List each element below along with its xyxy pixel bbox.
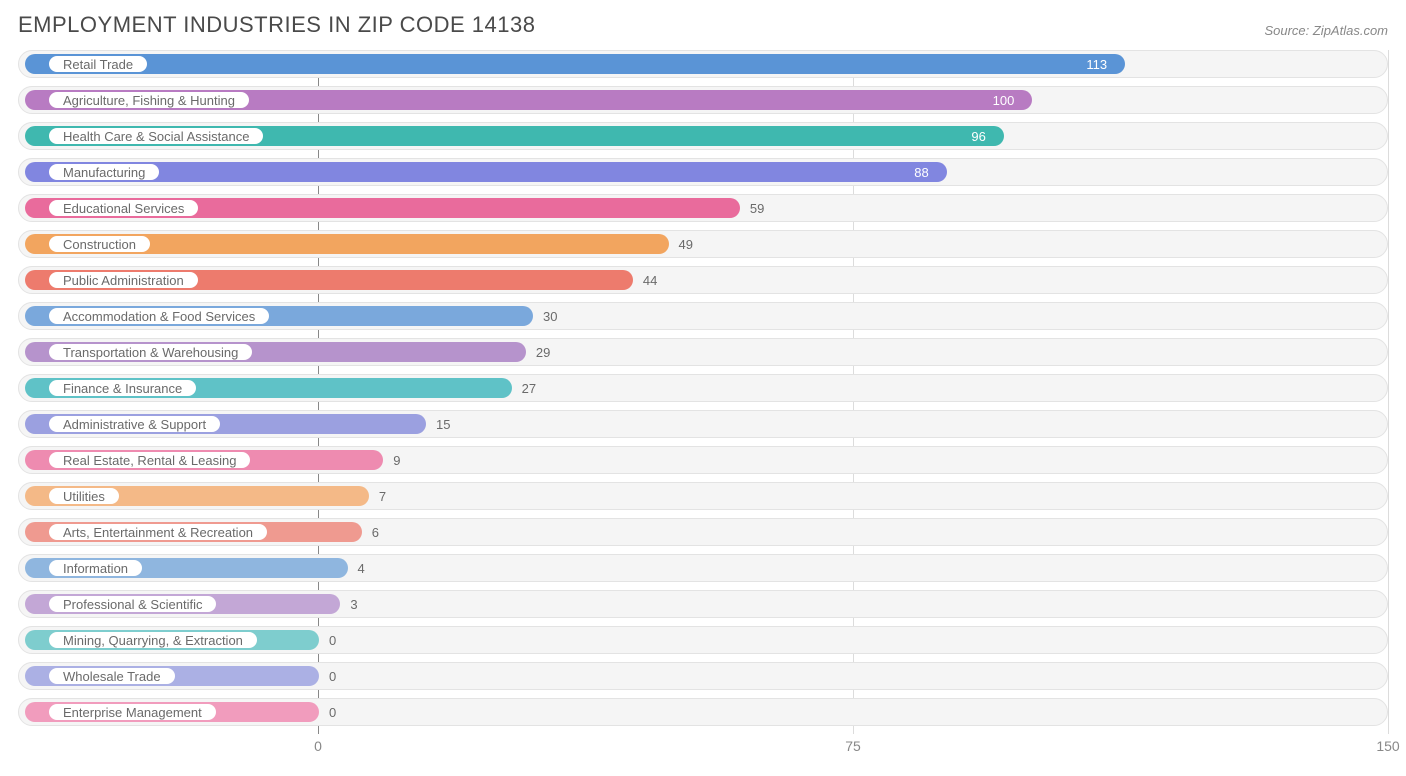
bar-chart: 075150Retail Trade113Agriculture, Fishin… bbox=[18, 50, 1388, 762]
bar-value: 4 bbox=[358, 555, 365, 581]
bar-value: 44 bbox=[643, 267, 657, 293]
bar-label-pill: Accommodation & Food Services bbox=[47, 306, 271, 326]
bar-row: Wholesale Trade 0 bbox=[18, 662, 1388, 690]
bar-value: 113 bbox=[1086, 51, 1107, 77]
bar-value: 100 bbox=[993, 87, 1015, 113]
bar-row: Professional & Scientific 3 bbox=[18, 590, 1388, 618]
bar-label-pill: Information bbox=[47, 558, 144, 578]
chart-source: Source: ZipAtlas.com bbox=[1264, 23, 1388, 38]
bar-row: Finance & Insurance 27 bbox=[18, 374, 1388, 402]
bar-row: Public Administration 44 bbox=[18, 266, 1388, 294]
bar-label-pill: Wholesale Trade bbox=[47, 666, 177, 686]
bar-label-pill: Construction bbox=[47, 234, 152, 254]
bar-label-pill: Educational Services bbox=[47, 198, 200, 218]
bar-label-pill: Arts, Entertainment & Recreation bbox=[47, 522, 269, 542]
bar-label-pill: Health Care & Social Assistance bbox=[47, 126, 265, 146]
bar-value: 29 bbox=[536, 339, 550, 365]
bar-value: 0 bbox=[329, 699, 336, 725]
bar-value: 88 bbox=[914, 159, 928, 185]
bar-value: 0 bbox=[329, 627, 336, 653]
bar-label-pill: Mining, Quarrying, & Extraction bbox=[47, 630, 259, 650]
bar-row: Arts, Entertainment & Recreation 6 bbox=[18, 518, 1388, 546]
bar-label-pill: Utilities bbox=[47, 486, 121, 506]
bar-row: Construction 49 bbox=[18, 230, 1388, 258]
bar-value: 49 bbox=[679, 231, 693, 257]
bar-value: 30 bbox=[543, 303, 557, 329]
bar-row: Agriculture, Fishing & Hunting 100 bbox=[18, 86, 1388, 114]
bar-value: 9 bbox=[393, 447, 400, 473]
x-axis-tick-label: 75 bbox=[845, 738, 861, 754]
x-axis-tick-label: 0 bbox=[314, 738, 322, 754]
bar-label-pill: Professional & Scientific bbox=[47, 594, 218, 614]
bar-row: Enterprise Management 0 bbox=[18, 698, 1388, 726]
bar-label-pill: Public Administration bbox=[47, 270, 200, 290]
bar-row: Educational Services 59 bbox=[18, 194, 1388, 222]
bar-label-pill: Transportation & Warehousing bbox=[47, 342, 254, 362]
bar-row: Retail Trade 113 bbox=[18, 50, 1388, 78]
x-axis-tick-label: 150 bbox=[1376, 738, 1399, 754]
bar-row: Utilities 7 bbox=[18, 482, 1388, 510]
bar-value: 59 bbox=[750, 195, 764, 221]
bar-label-pill: Real Estate, Rental & Leasing bbox=[47, 450, 252, 470]
bar-value: 15 bbox=[436, 411, 450, 437]
bar-label-pill: Retail Trade bbox=[47, 54, 149, 74]
bar-value: 0 bbox=[329, 663, 336, 689]
bar-row: Manufacturing 88 bbox=[18, 158, 1388, 186]
bar-value: 6 bbox=[372, 519, 379, 545]
bar-label-pill: Manufacturing bbox=[47, 162, 161, 182]
chart-header: EMPLOYMENT INDUSTRIES IN ZIP CODE 14138 … bbox=[18, 12, 1388, 38]
chart-title: EMPLOYMENT INDUSTRIES IN ZIP CODE 14138 bbox=[18, 12, 536, 38]
bar-row: Accommodation & Food Services 30 bbox=[18, 302, 1388, 330]
bar-fill bbox=[25, 162, 947, 182]
plot-area: 075150Retail Trade113Agriculture, Fishin… bbox=[18, 50, 1388, 762]
bar-row: Transportation & Warehousing 29 bbox=[18, 338, 1388, 366]
bar-row: Information 4 bbox=[18, 554, 1388, 582]
bar-label-pill: Enterprise Management bbox=[47, 702, 218, 722]
bar-value: 7 bbox=[379, 483, 386, 509]
bar-row: Administrative & Support 15 bbox=[18, 410, 1388, 438]
bar-value: 3 bbox=[350, 591, 357, 617]
gridline bbox=[1388, 50, 1389, 734]
bar-label-pill: Agriculture, Fishing & Hunting bbox=[47, 90, 251, 110]
bar-value: 27 bbox=[522, 375, 536, 401]
bar-fill bbox=[25, 54, 1125, 74]
bar-row: Mining, Quarrying, & Extraction 0 bbox=[18, 626, 1388, 654]
bar-row: Real Estate, Rental & Leasing 9 bbox=[18, 446, 1388, 474]
bar-label-pill: Finance & Insurance bbox=[47, 378, 198, 398]
bar-label-pill: Administrative & Support bbox=[47, 414, 222, 434]
bar-value: 96 bbox=[971, 123, 985, 149]
bar-row: Health Care & Social Assistance 96 bbox=[18, 122, 1388, 150]
